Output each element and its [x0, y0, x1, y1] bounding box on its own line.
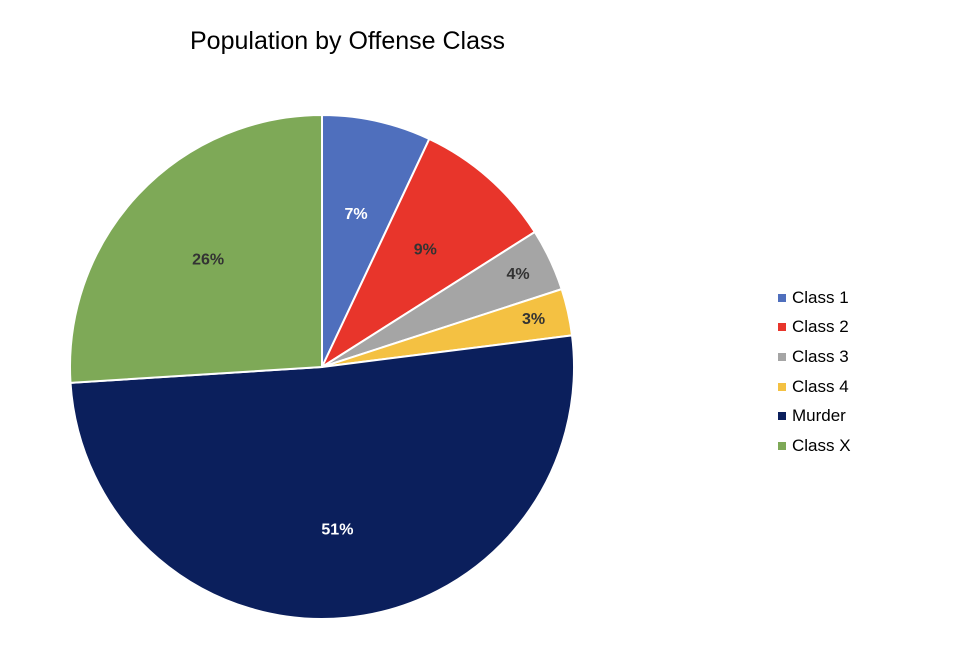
legend-swatch	[778, 293, 786, 302]
data-label-class-2: 9%	[414, 241, 437, 258]
pie-slice-murder	[69, 334, 575, 620]
data-label-murder: 51%	[321, 522, 353, 539]
legend-item-class-3: Class 3	[778, 342, 851, 372]
legend-label: Class 2	[792, 317, 849, 337]
legend-item-class-4: Class 4	[778, 372, 851, 402]
legend-label: Murder	[792, 406, 846, 426]
legend-item-class-x: Class X	[778, 431, 851, 461]
legend-swatch	[778, 382, 786, 391]
legend-swatch	[778, 441, 786, 450]
data-label-class-1: 7%	[345, 206, 368, 223]
legend-swatch	[778, 323, 786, 332]
legend: Class 1 Class 2 Class 3 Class 4 Murder Class …	[778, 283, 851, 461]
legend-swatch	[778, 352, 786, 361]
pie-slice-class-x	[69, 113, 323, 384]
legend-label: Class X	[792, 435, 851, 455]
legend-label: Class 3	[792, 346, 849, 366]
chart-title: Population by Offense Class	[190, 27, 506, 55]
pie-slice-class-2	[319, 137, 537, 370]
legend-item-class-1: Class 1	[778, 283, 851, 313]
legend-item-class-2: Class 2	[778, 313, 851, 343]
legend-item-murder: Murder	[778, 401, 851, 431]
legend-label: Class 4	[792, 376, 849, 396]
pie-slice-class-1	[321, 113, 431, 368]
legend-label: Class 1	[792, 287, 849, 307]
data-label-class-3: 4%	[507, 266, 530, 283]
data-label-class-x: 26%	[192, 252, 224, 269]
data-label-class-4: 3%	[522, 311, 545, 328]
legend-swatch	[778, 412, 786, 421]
